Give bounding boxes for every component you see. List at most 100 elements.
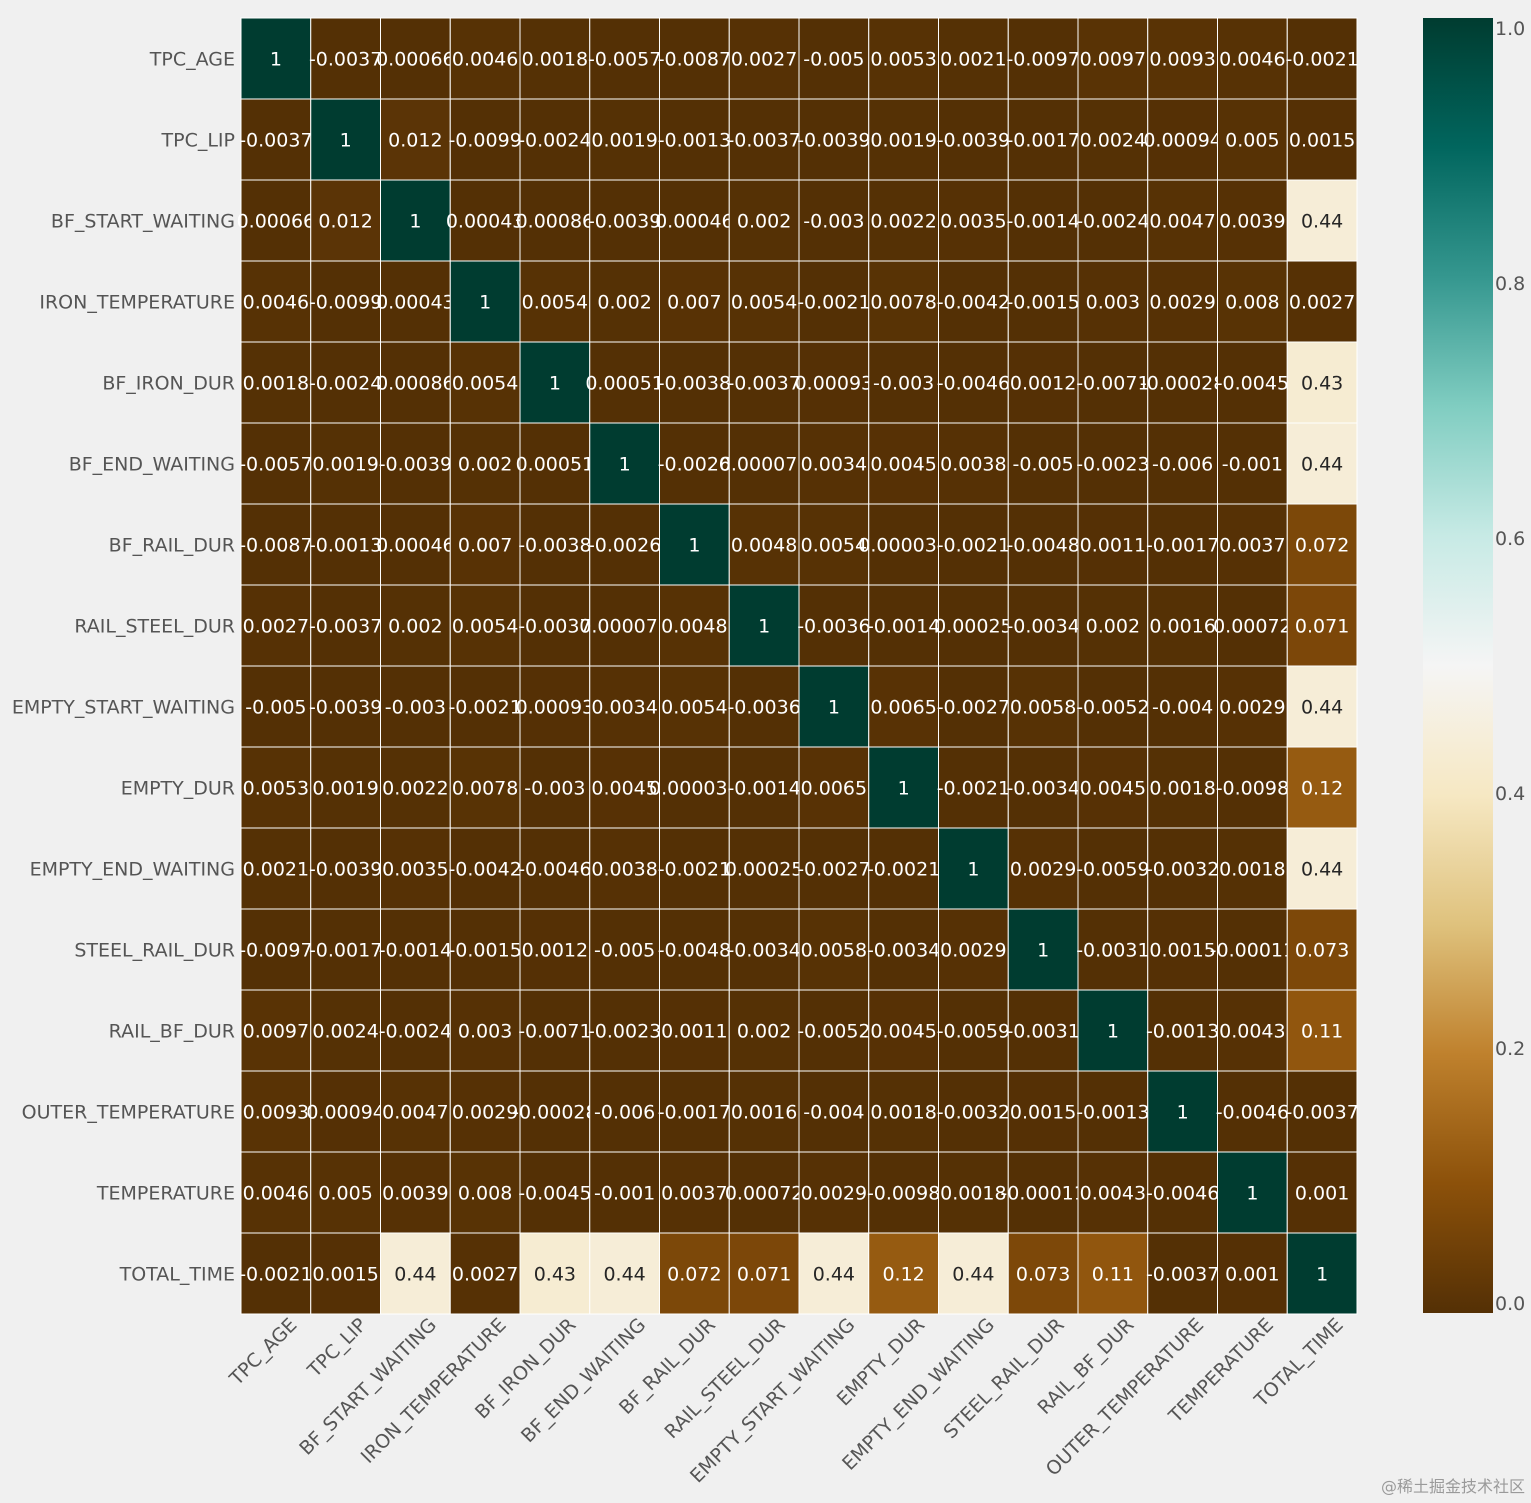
cell-label-8-10: -0.0027 xyxy=(937,697,1010,719)
cell-label-14-11: -0.00011 xyxy=(1000,1183,1085,1205)
cell-label-8-9: 0.0065 xyxy=(870,697,936,719)
heatmap-cell-13-11 xyxy=(1007,1070,1079,1153)
cell-label-3-15: 0.0027 xyxy=(1289,292,1355,314)
heatmap-cell-10-12 xyxy=(1077,827,1149,910)
heatmap-cell-12-5 xyxy=(589,989,660,1072)
cell-label-1-7: -0.0037 xyxy=(727,130,800,152)
heatmap-cell-5-14 xyxy=(1217,422,1288,505)
cell-label-1-4: -0.0024 xyxy=(518,130,591,152)
heatmap-cell-15-14 xyxy=(1217,1232,1288,1315)
heatmap-cell-4-10 xyxy=(938,341,1009,424)
heatmap-cell-5-6 xyxy=(659,422,730,505)
heatmap-cell-3-2 xyxy=(380,260,451,343)
cell-label-4-6: -0.0038 xyxy=(658,373,731,395)
cell-label-14-0: 0.0046 xyxy=(243,1183,309,1205)
cell-label-14-15: 0.001 xyxy=(1295,1183,1349,1205)
colorbar-gradient xyxy=(1423,18,1493,1313)
y-tick-label: IRON_TEMPERATURE xyxy=(39,292,235,314)
cell-label-2-3: 0.00043 xyxy=(446,211,525,233)
cell-label-9-9: 1 xyxy=(898,778,910,800)
heatmap-cell-0-3 xyxy=(449,17,521,100)
cell-label-11-10: 0.0029 xyxy=(940,940,1006,962)
heatmap-cell-12-6 xyxy=(659,989,730,1072)
cell-label-3-8: -0.0021 xyxy=(797,292,870,314)
heatmap-cell-13-8 xyxy=(798,1070,870,1153)
cell-label-15-3: 0.0027 xyxy=(452,1264,518,1286)
x-tick-label: RAIL_STEEL_DUR xyxy=(661,1314,790,1443)
cell-label-9-11: -0.0034 xyxy=(1006,778,1079,800)
y-tick-label: EMPTY_DUR xyxy=(121,778,235,800)
colorbar-tick-label: 0.6 xyxy=(1495,528,1525,550)
heatmap-cell-7-6 xyxy=(659,584,730,667)
cell-label-15-10: 0.44 xyxy=(952,1264,994,1286)
cell-label-2-12: -0.0024 xyxy=(1076,211,1149,233)
heatmap-cell-14-12 xyxy=(1077,1151,1149,1234)
heatmap-cell-14-2 xyxy=(380,1151,451,1234)
heatmap-cell-14-8 xyxy=(798,1151,870,1234)
cell-label-6-8: 0.0054 xyxy=(801,535,867,557)
cell-label-4-13: -0.00028 xyxy=(1140,373,1225,395)
heatmap-cell-7-1 xyxy=(310,584,381,667)
heatmap-cell-4-3 xyxy=(449,341,521,424)
heatmap-cell-8-12 xyxy=(1077,665,1149,748)
heatmap-cell-12-4 xyxy=(519,989,591,1072)
heatmap-cell-11-5 xyxy=(589,908,660,991)
heatmap-cell-8-7 xyxy=(728,665,800,748)
cell-label-8-2: -0.003 xyxy=(385,697,446,719)
heatmap-cell-15-9 xyxy=(868,1232,939,1315)
cell-label-7-8: -0.0036 xyxy=(797,616,870,638)
cell-label-3-13: 0.0029 xyxy=(1149,292,1215,314)
cell-label-11-8: 0.0058 xyxy=(801,940,867,962)
cell-label-12-1: 0.0024 xyxy=(312,1021,378,1043)
cell-label-2-15: 0.44 xyxy=(1301,211,1343,233)
heatmap-cell-9-6 xyxy=(659,746,730,829)
cell-label-13-13: 1 xyxy=(1177,1102,1189,1124)
heatmap-cell-14-6 xyxy=(659,1151,730,1234)
heatmap-cell-0-9 xyxy=(868,17,939,100)
cell-label-10-5: 0.0038 xyxy=(591,859,657,881)
heatmap-cell-13-9 xyxy=(868,1070,939,1153)
cell-label-8-5: 0.0034 xyxy=(591,697,657,719)
heatmap-cell-15-2 xyxy=(380,1232,451,1315)
heatmap-cell-0-2 xyxy=(380,17,451,100)
cell-label-13-6: -0.0017 xyxy=(658,1102,731,1124)
cell-label-15-5: 0.44 xyxy=(603,1264,645,1286)
heatmap-cell-14-15 xyxy=(1286,1151,1358,1234)
cell-label-14-1: 0.005 xyxy=(318,1183,372,1205)
y-tick-label: BF_START_WAITING xyxy=(51,211,235,233)
cell-label-10-12: -0.0059 xyxy=(1076,859,1149,881)
heatmap-cell-1-0 xyxy=(240,98,312,181)
cell-label-6-1: -0.0013 xyxy=(309,535,382,557)
cell-label-9-14: -0.0098 xyxy=(1216,778,1289,800)
heatmap-cell-1-14 xyxy=(1217,98,1288,181)
colorbar-tick-label: 0.2 xyxy=(1495,1038,1525,1060)
cell-label-13-1: 0.00094 xyxy=(306,1102,385,1124)
heatmap-cell-13-4 xyxy=(519,1070,591,1153)
cell-label-10-10: 1 xyxy=(967,859,979,881)
heatmap-cell-15-15 xyxy=(1286,1232,1358,1315)
cell-label-12-10: -0.0059 xyxy=(937,1021,1010,1043)
heatmap-cell-4-13 xyxy=(1147,341,1218,424)
heatmap-cell-2-2 xyxy=(380,179,451,262)
cell-label-7-14: 0.00072 xyxy=(1213,616,1292,638)
cell-label-8-12: -0.0052 xyxy=(1076,697,1149,719)
cell-label-11-13: 0.0015 xyxy=(1149,940,1215,962)
cell-label-4-7: -0.0037 xyxy=(727,373,800,395)
cell-label-2-7: 0.002 xyxy=(737,211,791,233)
cell-label-2-9: 0.0022 xyxy=(870,211,936,233)
heatmap-cell-11-7 xyxy=(728,908,800,991)
cell-label-9-0: 0.0053 xyxy=(243,778,309,800)
heatmap-cell-8-4 xyxy=(519,665,591,748)
cell-label-6-4: -0.0038 xyxy=(518,535,591,557)
heatmap-cell-12-9 xyxy=(868,989,939,1072)
heatmap-cell-9-15 xyxy=(1286,746,1358,829)
cell-label-11-14: -0.00011 xyxy=(1210,940,1295,962)
heatmap-cell-12-14 xyxy=(1217,989,1288,1072)
cell-label-2-4: 0.00086 xyxy=(516,211,595,233)
cell-label-4-10: -0.0046 xyxy=(937,373,1010,395)
cell-label-13-10: -0.0032 xyxy=(937,1102,1010,1124)
heatmap-cell-2-9 xyxy=(868,179,939,262)
cell-label-1-2: 0.012 xyxy=(388,130,442,152)
heatmap-cell-1-6 xyxy=(659,98,730,181)
heatmap-cell-10-6 xyxy=(659,827,730,910)
